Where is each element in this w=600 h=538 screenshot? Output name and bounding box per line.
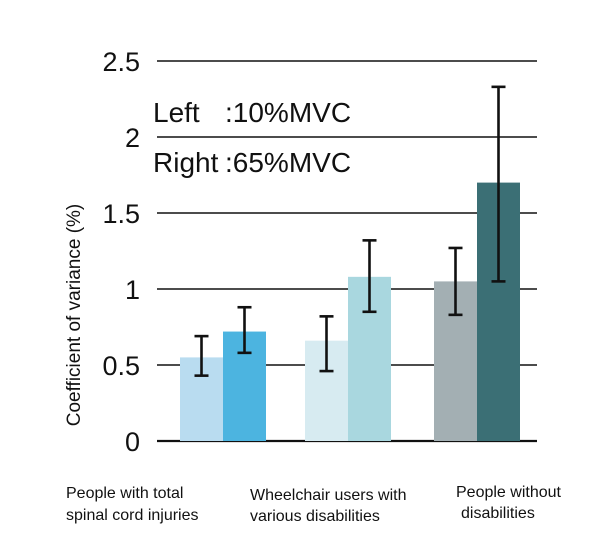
category-label-1: Wheelchair users with various disabiliti… — [250, 487, 407, 525]
y-axis-label: Coefficient of variance (%) — [64, 204, 85, 426]
category-label-2-line-1: People without — [456, 484, 562, 501]
error-bars — [194, 85, 506, 377]
category-label-0: People with total spinal cord injuries — [66, 485, 199, 524]
y-tick-label-0: 0 — [125, 427, 140, 457]
category-label-2-line-2: disabilities — [461, 505, 535, 522]
category-label-0-line-2: spinal cord injuries — [66, 507, 199, 524]
y-tick-labels: 0 0.5 1 1.5 2 2.5 — [102, 47, 140, 457]
error-bar-s0-c1 — [319, 315, 334, 373]
y-tick-label-1: 0.5 — [102, 351, 140, 381]
category-label-1-line-2: various disabilities — [250, 508, 380, 525]
annotation-right-value: :65%MVC — [225, 147, 351, 178]
y-tick-label-4: 2 — [125, 123, 140, 153]
bars — [180, 182, 520, 441]
y-tick-label-2: 1 — [125, 275, 140, 305]
error-bar-s0-c2 — [448, 246, 463, 317]
error-bar-s1-c2 — [491, 85, 506, 283]
error-bar-s0-c0 — [194, 334, 209, 377]
error-bar-s1-c0 — [237, 305, 252, 355]
y-tick-label-3: 1.5 — [102, 199, 140, 229]
annotation-right-label: Right — [153, 147, 219, 178]
y-tick-label-5: 2.5 — [102, 47, 140, 77]
annotation-left: Left :10%MVC — [153, 97, 351, 128]
category-label-0-line-1: People with total — [66, 485, 183, 502]
error-bar-s1-c1 — [362, 239, 377, 314]
annotation-right: Right :65%MVC — [153, 147, 351, 178]
annotation-left-value: :10%MVC — [225, 97, 351, 128]
annotation-left-label: Left — [153, 97, 200, 128]
category-label-1-line-1: Wheelchair users with — [250, 487, 407, 504]
category-label-2: People without disabilities — [456, 484, 562, 522]
